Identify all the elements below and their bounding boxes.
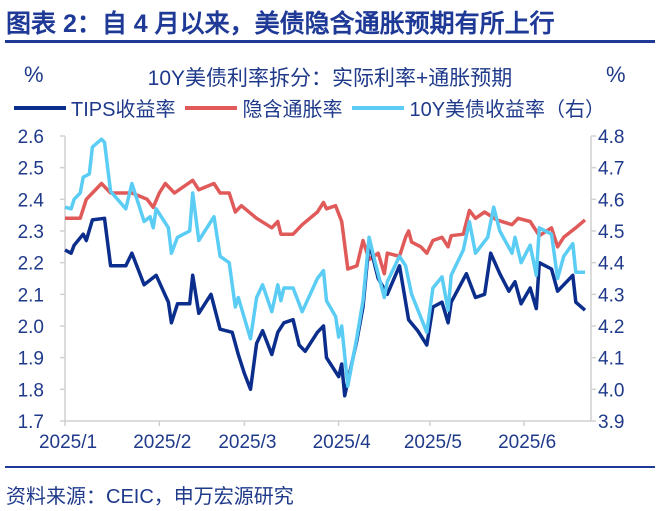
- y2-tick-label: 4.5: [598, 222, 624, 243]
- legend-swatch-tips: [14, 105, 66, 110]
- chart-title: 10Y美债利率拆分：实际利率+通胀预期: [147, 67, 513, 90]
- legend: TIPS收益率 隐含通胀率 10Y美债收益率（右）: [14, 93, 615, 122]
- y-tick-label: 2.6: [18, 127, 44, 148]
- y-tick-label: 2.0: [18, 317, 44, 338]
- series-line-tips: [64, 216, 587, 398]
- x-tick-label: 2025/4: [313, 432, 372, 453]
- x-tick-label: 2025/3: [218, 432, 276, 453]
- left-axis-unit: %: [24, 62, 44, 87]
- y2-tick-label: 4.0: [598, 380, 624, 401]
- footer-divider: [5, 466, 655, 468]
- y2-tick-label: 4.4: [598, 254, 625, 275]
- series-line-inflation: [65, 178, 587, 276]
- y2-tick-label: 4.8: [598, 127, 624, 148]
- legend-item-10y: 10Y美债收益率（右）: [352, 93, 605, 122]
- y-tick-label: 2.2: [18, 254, 44, 275]
- series-line-10y: [64, 137, 585, 388]
- y-tick-label: 2.4: [18, 190, 45, 211]
- y-tick-label: 1.7: [18, 412, 44, 433]
- y-tick-label: 1.8: [18, 380, 44, 401]
- title-divider: [5, 40, 655, 43]
- y2-tick-label: 4.2: [598, 317, 624, 338]
- chart-plot: 2.6 2.5 2.4 2.3 2.2 2.1 2.0 1.9 1.8 1.7 4.8 4.7 4.6 4…: [18, 127, 625, 453]
- y-tick-label: 1.9: [18, 349, 44, 370]
- y2-tick-label: 4.1: [598, 349, 624, 370]
- legend-item-inflation: 隐含通胀率: [185, 93, 342, 122]
- y2-tick-label: 3.9: [598, 412, 624, 433]
- legend-swatch-10y: [352, 105, 405, 110]
- y2-tick-label: 4.7: [598, 159, 624, 180]
- legend-item-tips: TIPS收益率: [14, 93, 175, 122]
- y2-tick-label: 4.3: [598, 285, 624, 306]
- x-tick-label: 2025/1: [39, 432, 97, 453]
- x-tick-label: 2025/6: [498, 432, 556, 453]
- x-tick-label: 2025/5: [404, 432, 462, 453]
- y-tick-label: 2.1: [18, 285, 44, 306]
- source-note: 资料来源：CEIC，申万宏源研究: [6, 486, 294, 508]
- right-axis-unit: %: [606, 62, 626, 87]
- y2-tick-label: 4.6: [598, 190, 624, 211]
- legend-label-inflation: 隐含通胀率: [242, 99, 343, 121]
- legend-label-tips: TIPS收益率: [71, 99, 176, 121]
- legend-label-10y: 10Y美债收益率（右）: [409, 99, 606, 121]
- y-tick-label: 2.5: [18, 159, 44, 180]
- x-tick-label: 2025/2: [133, 432, 191, 453]
- figure-title: 图表 2：自 4 月以来，美债隐含通胀预期有所上行: [6, 10, 555, 38]
- y-tick-label: 2.3: [18, 222, 44, 243]
- legend-swatch-inflation: [185, 105, 238, 110]
